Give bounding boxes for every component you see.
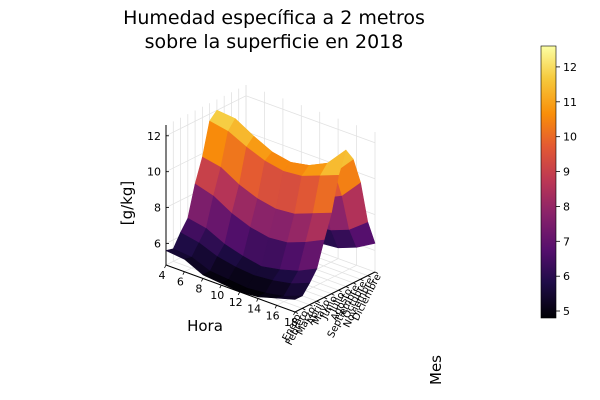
z-tick-label: 8 [154, 202, 161, 215]
y-axis-line [294, 271, 376, 313]
colorbar-tick-label: 5 [563, 305, 570, 318]
z-axis-label: [g/kg] [118, 181, 136, 226]
y-tick-mark [309, 304, 313, 307]
x-tick-label: 14 [247, 303, 261, 316]
x-tick-mark [164, 264, 167, 269]
y-tick-mark [345, 286, 350, 289]
y-tick-mark [338, 289, 342, 293]
x-tick-label: 10 [210, 289, 224, 302]
colorbar-tick-label: 10 [563, 131, 577, 144]
x-tick-label: 4 [159, 269, 166, 282]
colorbar-frame [540, 45, 557, 319]
x-tick-mark [182, 271, 185, 275]
colorbar-tick-label: 6 [563, 270, 570, 283]
x-tick-mark [293, 311, 296, 316]
x-tick-mark [274, 305, 277, 309]
x-tick-label: 6 [177, 276, 184, 289]
x-tick-mark [237, 291, 241, 296]
y-tick-mark [294, 311, 299, 314]
colorbar-tick-label: 7 [563, 235, 570, 248]
y-tick-mark [323, 297, 328, 300]
x-tick-mark [256, 298, 259, 302]
chart-title-line-2: sobre la superficie en 2018 [144, 31, 404, 53]
y-tick-mark [374, 271, 379, 274]
z-tick-label: 12 [147, 130, 161, 143]
colorbar-tick-label: 11 [563, 96, 577, 109]
y-tick-mark [302, 308, 306, 311]
colorbar-ticks: 5 6 7 8 9 10 11 12 [540, 45, 577, 319]
chart-title: Humedad específica a 2 metros sobre la s… [0, 6, 548, 54]
y-tick-mark [353, 282, 357, 285]
y-tick-mark [331, 293, 335, 296]
x-tick-label: 8 [195, 282, 202, 295]
surface [165, 110, 376, 300]
x-tick-label: 16 [266, 309, 280, 322]
x-tick-label: 12 [229, 296, 243, 309]
y-axis-label: Mes [427, 355, 445, 385]
z-tick-label: 10 [147, 166, 161, 179]
y-tick-mark [367, 275, 371, 278]
colorbar [541, 46, 556, 318]
colorbar-tick-label: 12 [563, 61, 577, 74]
y-tick-mark [316, 300, 320, 303]
z-tick-label: 6 [154, 238, 161, 251]
x-tick-label: 18 [284, 316, 298, 329]
colorbar-tick-label: 9 [563, 166, 570, 179]
x-tick-mark [219, 284, 222, 289]
x-tick-mark [201, 278, 204, 282]
axes [165, 125, 376, 313]
y-tick-mark [360, 278, 364, 282]
chart-title-line-1: Humedad específica a 2 metros [123, 7, 425, 29]
surface-patch [276, 295, 303, 300]
z-grid-line [165, 95, 376, 144]
x-axis-label: Hora [187, 317, 223, 335]
colorbar-tick-label: 8 [563, 200, 570, 213]
x-axis-line [165, 264, 296, 313]
